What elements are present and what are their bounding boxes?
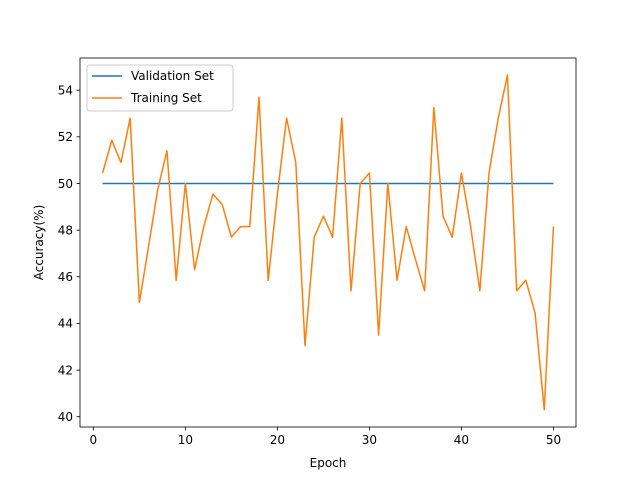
y-tick-label: 48 — [58, 223, 73, 237]
legend: Validation Set Training Set — [86, 64, 234, 112]
x-axis: 0 10 20 30 40 50 — [90, 427, 561, 447]
legend-label-validation: Validation Set — [131, 69, 214, 83]
y-tick-label: 50 — [58, 177, 73, 191]
plot-area-frame — [79, 57, 577, 428]
y-tick-label: 52 — [58, 130, 73, 144]
x-tick-label: 30 — [362, 433, 377, 447]
x-tick-label: 0 — [90, 433, 98, 447]
y-tick-label: 40 — [58, 410, 73, 424]
y-tick-label: 44 — [58, 317, 73, 331]
legend-box — [86, 64, 234, 112]
legend-label-training: Training Set — [130, 91, 202, 105]
plot-lines — [101, 74, 555, 411]
x-tick-label: 40 — [454, 433, 469, 447]
x-tick-label: 10 — [178, 433, 193, 447]
x-tick-label: 20 — [270, 433, 285, 447]
x-tick-label: 50 — [546, 433, 561, 447]
series-line-training-set — [101, 74, 555, 411]
y-axis-label: Accuracy(%) — [32, 205, 46, 281]
x-axis-label: Epoch — [310, 456, 347, 470]
y-tick-label: 54 — [58, 83, 73, 97]
y-tick-label: 46 — [58, 270, 73, 284]
y-tick-label: 42 — [58, 363, 73, 377]
y-axis: 40 42 44 46 48 50 52 54 — [58, 83, 80, 424]
